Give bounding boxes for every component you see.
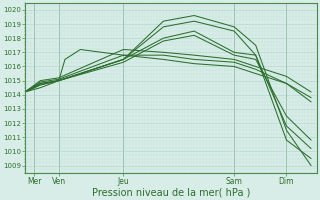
X-axis label: Pression niveau de la mer( hPa ): Pression niveau de la mer( hPa ) [92, 187, 250, 197]
